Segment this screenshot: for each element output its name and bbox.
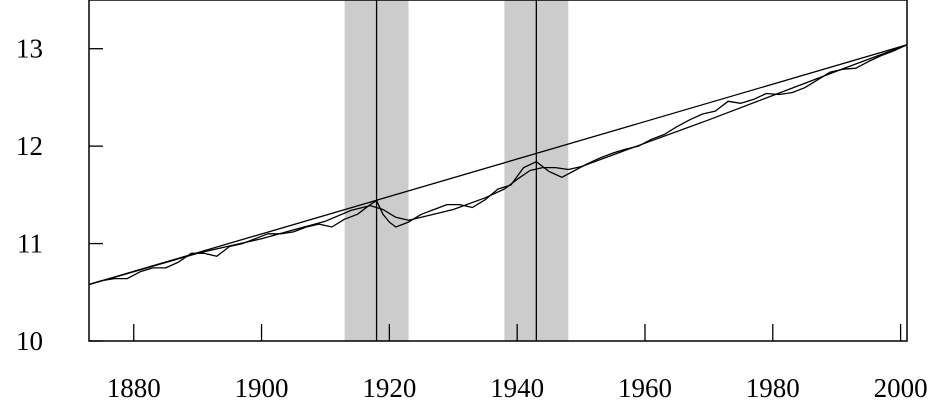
plot-frame <box>88 0 908 342</box>
y-tick-label: 12 <box>16 131 43 161</box>
x-tick-label: 1880 <box>107 373 161 403</box>
x-axis-ticks: 1880 1900 1920 1940 1960 1980 2000 <box>107 324 928 403</box>
series-line-linear-trend <box>88 44 908 286</box>
y-tick-label: 10 <box>16 326 43 356</box>
shaded-bands <box>344 0 569 341</box>
y-tick-label: 13 <box>16 34 43 64</box>
y-tick-label: 11 <box>17 229 43 259</box>
x-tick-label: 1900 <box>235 373 289 403</box>
x-tick-label: 1960 <box>618 373 672 403</box>
y-axis-ticks: 10 11 12 13 <box>16 34 103 356</box>
vertical-markers <box>375 0 537 341</box>
x-tick-label: 1920 <box>362 373 416 403</box>
x-tick-label: 1980 <box>746 373 800 403</box>
x-tick-label: 1940 <box>490 373 544 403</box>
x-tick-label: 2000 <box>874 373 928 403</box>
series-lines <box>88 44 908 286</box>
series-line-smoothed <box>88 44 908 286</box>
